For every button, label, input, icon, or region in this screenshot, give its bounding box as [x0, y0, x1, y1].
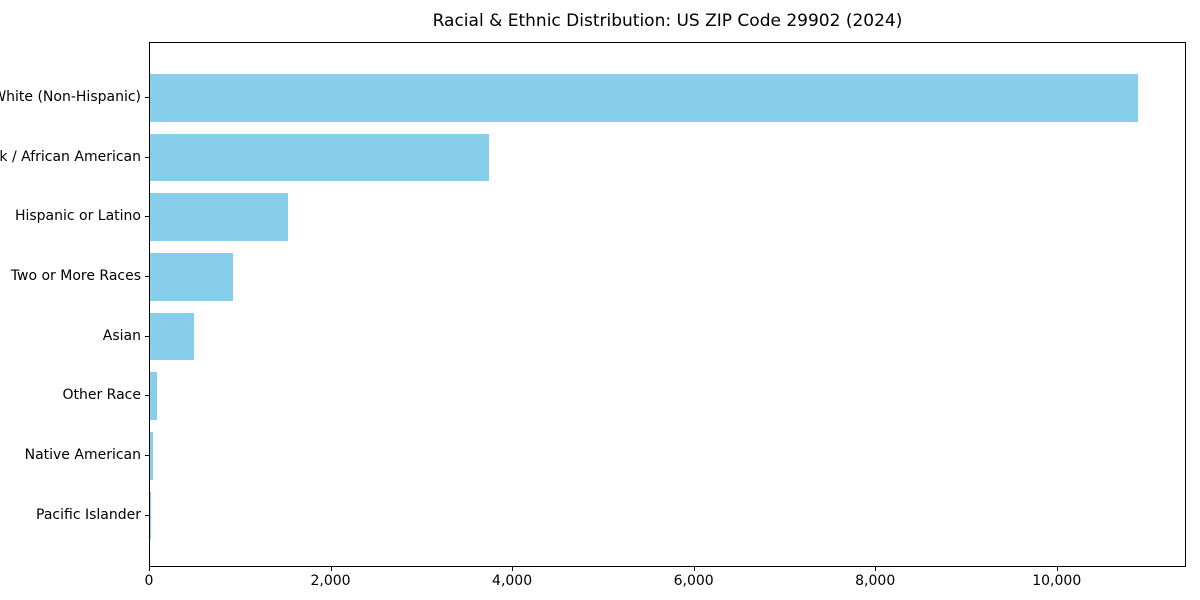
y-tick-label: Hispanic or Latino	[14, 208, 141, 225]
y-tick-mark	[145, 455, 149, 456]
x-tick-label: 4,000	[492, 573, 533, 589]
bar	[150, 372, 157, 421]
bar	[150, 491, 151, 540]
y-tick-label: Black / African American	[0, 148, 141, 165]
x-tick-mark	[875, 567, 876, 571]
plot-area	[149, 42, 1186, 567]
y-tick-mark	[145, 336, 149, 337]
y-tick-mark	[145, 515, 149, 516]
y-tick-label: Pacific Islander	[36, 506, 141, 523]
y-tick-label: Asian	[102, 327, 141, 344]
bar	[150, 74, 1138, 122]
y-tick-label: Two or More Races	[10, 267, 141, 284]
chart-title: Racial & Ethnic Distribution: US ZIP Cod…	[432, 11, 903, 31]
y-tick-mark	[145, 395, 149, 396]
x-tick-label: 8,000	[855, 573, 896, 589]
y-tick-label: Other Race	[62, 387, 141, 404]
bar	[150, 253, 234, 301]
x-tick-mark	[149, 567, 150, 571]
x-tick-label: 2,000	[310, 573, 351, 589]
y-tick-mark	[145, 216, 149, 217]
x-tick-label: 0	[144, 573, 154, 589]
x-tick-mark	[512, 567, 513, 571]
x-tick-mark	[1057, 567, 1058, 571]
bar	[150, 133, 489, 182]
bar	[150, 312, 195, 361]
y-tick-mark	[145, 157, 149, 158]
bar	[150, 431, 153, 480]
y-tick-mark	[145, 97, 149, 98]
x-tick-label: 10,000	[1032, 573, 1082, 589]
y-tick-label: White (Non-Hispanic)	[0, 88, 141, 105]
x-tick-label: 6,000	[673, 573, 714, 589]
x-tick-mark	[331, 567, 332, 571]
y-tick-label: Native American	[24, 446, 141, 463]
y-tick-mark	[145, 276, 149, 277]
bar	[150, 193, 288, 242]
x-tick-mark	[694, 567, 695, 571]
